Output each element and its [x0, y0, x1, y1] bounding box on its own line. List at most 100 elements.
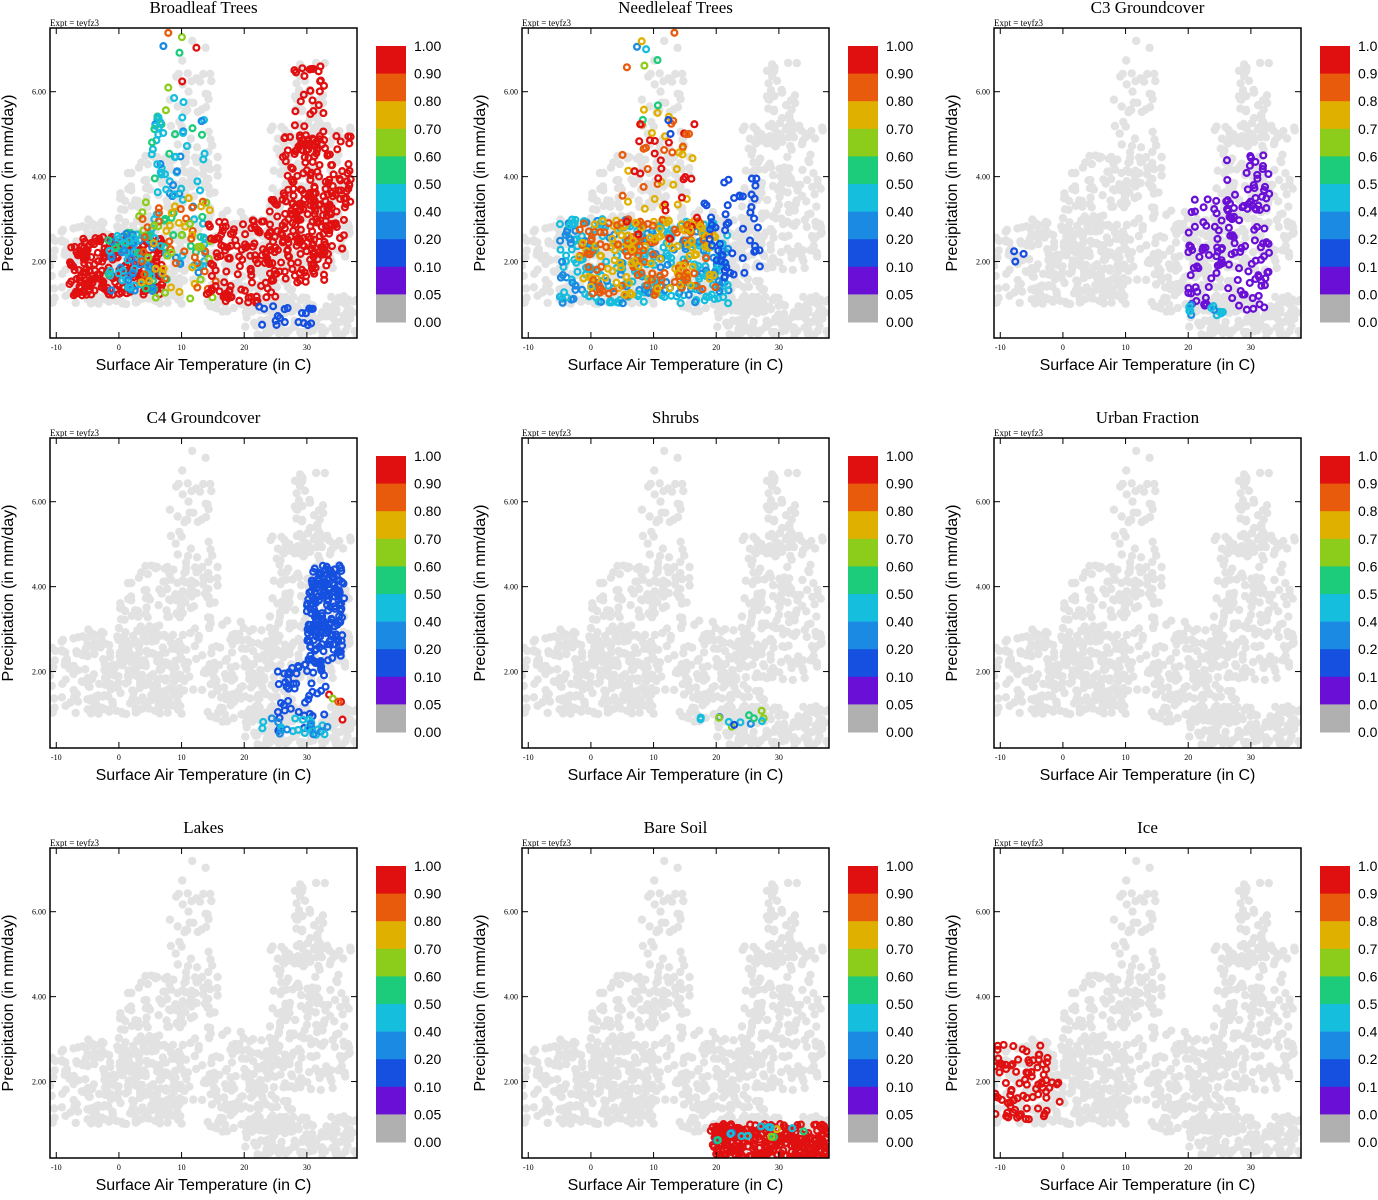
background-point: [800, 263, 809, 273]
background-point: [749, 158, 758, 167]
data-point: [159, 42, 168, 51]
data-point: [190, 253, 199, 262]
data-point: [267, 195, 276, 204]
background-point: [1063, 223, 1072, 232]
data-point: [128, 269, 137, 278]
background-point: [650, 80, 659, 89]
background-point: [788, 247, 797, 257]
y-tick-label: 6.00: [976, 88, 990, 97]
background-point: [97, 217, 107, 227]
data-point: [145, 276, 154, 286]
colorbar-label: 0.00: [886, 314, 913, 330]
data-point: [319, 81, 329, 90]
data-point: [637, 268, 646, 277]
background-point: [758, 285, 767, 295]
data-point: [269, 276, 278, 285]
data-point: [566, 239, 575, 248]
data-point: [299, 90, 308, 99]
data-point: [655, 224, 664, 233]
background-point: [1171, 238, 1181, 247]
data-point: [97, 266, 106, 275]
background-point: [765, 303, 775, 312]
background-point: [269, 166, 278, 175]
background-point: [776, 248, 786, 257]
data-point: [306, 175, 315, 184]
background-point: [752, 230, 762, 239]
data-point: [653, 101, 662, 110]
data-point: [648, 269, 657, 278]
background-point: [173, 102, 182, 111]
data-point: [751, 181, 760, 190]
background-point: [1147, 183, 1156, 192]
background-point: [797, 140, 807, 149]
data-point: [280, 267, 289, 276]
background-point: [201, 43, 210, 52]
data-point: [237, 285, 246, 294]
y-axis-label: Precipitation (in mm/day): [472, 95, 489, 272]
background-point: [344, 295, 353, 304]
background-point: [661, 192, 671, 201]
x-tick-label: 0: [117, 343, 121, 352]
data-point: [250, 239, 259, 248]
background-point: [1100, 255, 1110, 264]
colorbar-label: 0.40: [1358, 204, 1378, 220]
background-point: [1044, 281, 1053, 290]
data-point: [639, 246, 648, 255]
background-point: [1244, 76, 1254, 86]
background-point: [563, 285, 573, 294]
background-point: [818, 126, 827, 135]
data-point: [617, 263, 626, 272]
background-point: [808, 317, 817, 326]
data-point: [300, 153, 309, 162]
data-point: [705, 274, 714, 283]
data-point: [705, 234, 714, 244]
background-point: [350, 327, 357, 336]
data-point: [586, 282, 596, 291]
data-point: [755, 262, 764, 271]
data-point: [195, 186, 205, 195]
background-point: [810, 134, 820, 143]
data-point: [606, 296, 615, 305]
background-point: [1133, 98, 1142, 108]
background-point: [1151, 76, 1160, 86]
background-point: [722, 318, 731, 327]
background-point: [1095, 152, 1104, 161]
colorbar-label: 0.70: [414, 121, 441, 137]
data-point: [657, 164, 666, 173]
background-point: [783, 188, 792, 197]
colorbar-swatch: [848, 294, 878, 323]
background-point: [1285, 175, 1294, 184]
data-point: [306, 222, 315, 231]
background-point: [1086, 193, 1095, 202]
colorbar-swatch: [376, 211, 406, 240]
data-point: [98, 279, 107, 288]
background-point: [1156, 232, 1165, 241]
data-point: [310, 182, 319, 191]
colorbar-label: 0.60: [886, 148, 913, 164]
data-point: [301, 277, 310, 286]
data-point: [702, 201, 711, 210]
background-point: [50, 233, 57, 242]
data-point: [679, 175, 688, 184]
background-point: [204, 212, 214, 221]
data-point: [708, 241, 717, 250]
background-point: [785, 111, 794, 120]
data-point: [719, 287, 728, 296]
background-point: [812, 222, 821, 231]
data-point: [235, 296, 244, 305]
background-point: [760, 251, 769, 261]
background-point: [1279, 126, 1288, 136]
background-point: [127, 201, 136, 211]
background-point: [761, 292, 770, 302]
background-point: [767, 60, 777, 69]
plot-frame: [521, 27, 830, 339]
background-point: [1125, 235, 1135, 244]
background-point: [187, 77, 196, 86]
data-point: [571, 285, 580, 294]
data-point: [308, 157, 317, 166]
colorbar-label: 0.70: [1358, 121, 1378, 137]
data-point: [752, 174, 761, 183]
background-point: [1146, 163, 1155, 173]
data-point: [167, 208, 176, 217]
